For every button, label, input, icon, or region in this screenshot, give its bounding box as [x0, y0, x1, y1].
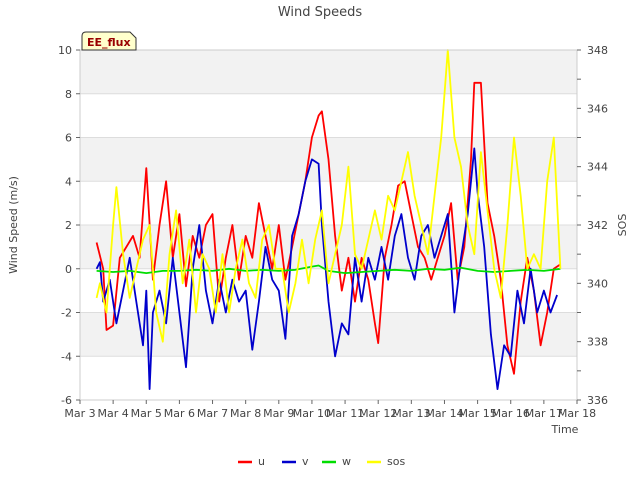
legend-label-u: u	[258, 455, 265, 468]
y-tick-label: 10	[58, 44, 72, 57]
y-tick-label: -6	[61, 394, 72, 407]
x-axis-label: Time	[551, 423, 579, 436]
x-tick-label: Mar 14	[425, 407, 463, 420]
background-band	[80, 50, 577, 94]
x-tick-label: Mar 12	[359, 407, 397, 420]
legend-label-v: v	[302, 455, 309, 468]
background-band	[80, 181, 577, 225]
legend: u v w sos	[238, 455, 405, 468]
y2-axis-label: SOS	[616, 214, 629, 237]
y-tick-label: 6	[65, 132, 72, 145]
series-lines	[95, 49, 562, 390]
x-tick-label: Mar 16	[492, 407, 530, 420]
y-tick-label: 0	[65, 263, 72, 276]
y-tick-label: -4	[61, 350, 72, 363]
y-axis-label: Wind Speed (m/s)	[7, 176, 20, 274]
x-tick-label: Mar 4	[98, 407, 129, 420]
legend-label-sos: sos	[387, 455, 405, 468]
y2-tick-label: 342	[587, 219, 608, 232]
y2-tick-label: 346	[587, 102, 608, 115]
x-tick-label: Mar 17	[525, 407, 563, 420]
background-band	[80, 356, 577, 400]
legend-label-w: w	[342, 455, 351, 468]
x-tick-label: Mar 10	[293, 407, 331, 420]
series-line-sos	[95, 49, 562, 343]
badge-label: EE_flux	[87, 36, 131, 49]
x-tick-label: Mar 8	[230, 407, 261, 420]
y-tick-label: 8	[65, 88, 72, 101]
x-tick-label: Mar 15	[458, 407, 496, 420]
ee-flux-badge: EE_flux	[81, 31, 137, 51]
y2-tick-label: 340	[587, 277, 608, 290]
series-line-w	[96, 264, 561, 274]
x-tick-label: Mar 18	[558, 407, 596, 420]
background-band	[80, 93, 577, 138]
badge-box	[81, 31, 137, 51]
x-tick-label: Mar 9	[263, 407, 294, 420]
background-band	[80, 312, 577, 357]
chart-title: Wind Speeds	[278, 5, 363, 20]
y-tick-label: 2	[65, 219, 72, 232]
y2-tick-label: 344	[587, 161, 608, 174]
y2-tick-label: 338	[587, 336, 608, 349]
y-axis-ticks: -6 -4 -2 0 2 4 6 8 10	[58, 44, 80, 407]
y2-axis-ticks: 336 338 340 342 344 346 348	[577, 44, 608, 407]
x-tick-label: Mar 11	[326, 407, 364, 420]
x-tick-label: Mar 3	[64, 407, 95, 420]
y2-tick-label: 336	[587, 394, 608, 407]
series-line-v	[95, 147, 558, 390]
y2-tick-label: 348	[587, 44, 608, 57]
x-tick-label: Mar 5	[131, 407, 162, 420]
y-tick-label: -2	[61, 307, 72, 320]
x-tick-label: Mar 6	[164, 407, 195, 420]
x-tick-label: Mar 7	[197, 407, 228, 420]
y-tick-label: 4	[65, 175, 72, 188]
x-tick-label: Mar 13	[392, 407, 430, 420]
